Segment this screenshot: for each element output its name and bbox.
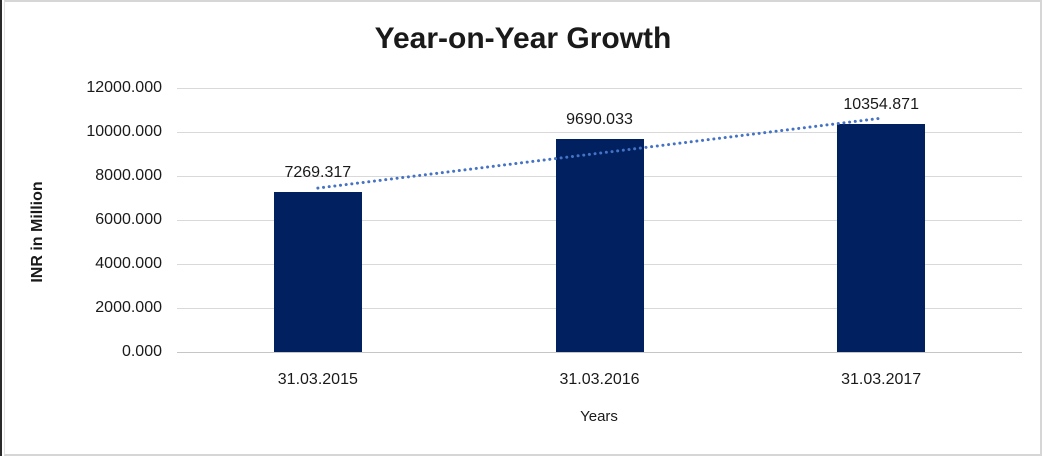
x-axis-line	[177, 352, 1022, 353]
bar-value-label: 7269.317	[284, 164, 352, 182]
x-tick-label: 31.03.2017	[841, 371, 922, 388]
y-tick-label: 10000.000	[86, 123, 162, 140]
y-tick-label: 6000.000	[95, 211, 162, 228]
y-tick-label: 12000.000	[86, 79, 162, 96]
x-tick-label: 31.03.2015	[277, 371, 358, 388]
y-tick-label: 8000.000	[95, 167, 162, 184]
y-tick-label: 2000.000	[95, 299, 162, 316]
bar-value-label: 9690.033	[566, 110, 633, 128]
bar-31.03.2015	[273, 192, 362, 352]
bar-value-label: 10354.871	[843, 96, 919, 114]
chart-title: Year-on-Year Growth	[374, 22, 672, 55]
gridline	[177, 88, 1022, 89]
bar-31.03.2017	[837, 124, 926, 352]
y-axis-title: INR in Million	[29, 181, 46, 283]
x-axis-title: Years	[580, 408, 618, 425]
x-tick-label: 31.03.2016	[559, 371, 640, 388]
y-tick-label: 4000.000	[95, 255, 162, 272]
bar-31.03.2016	[555, 138, 644, 352]
y-tick-label: 0.000	[121, 343, 162, 360]
